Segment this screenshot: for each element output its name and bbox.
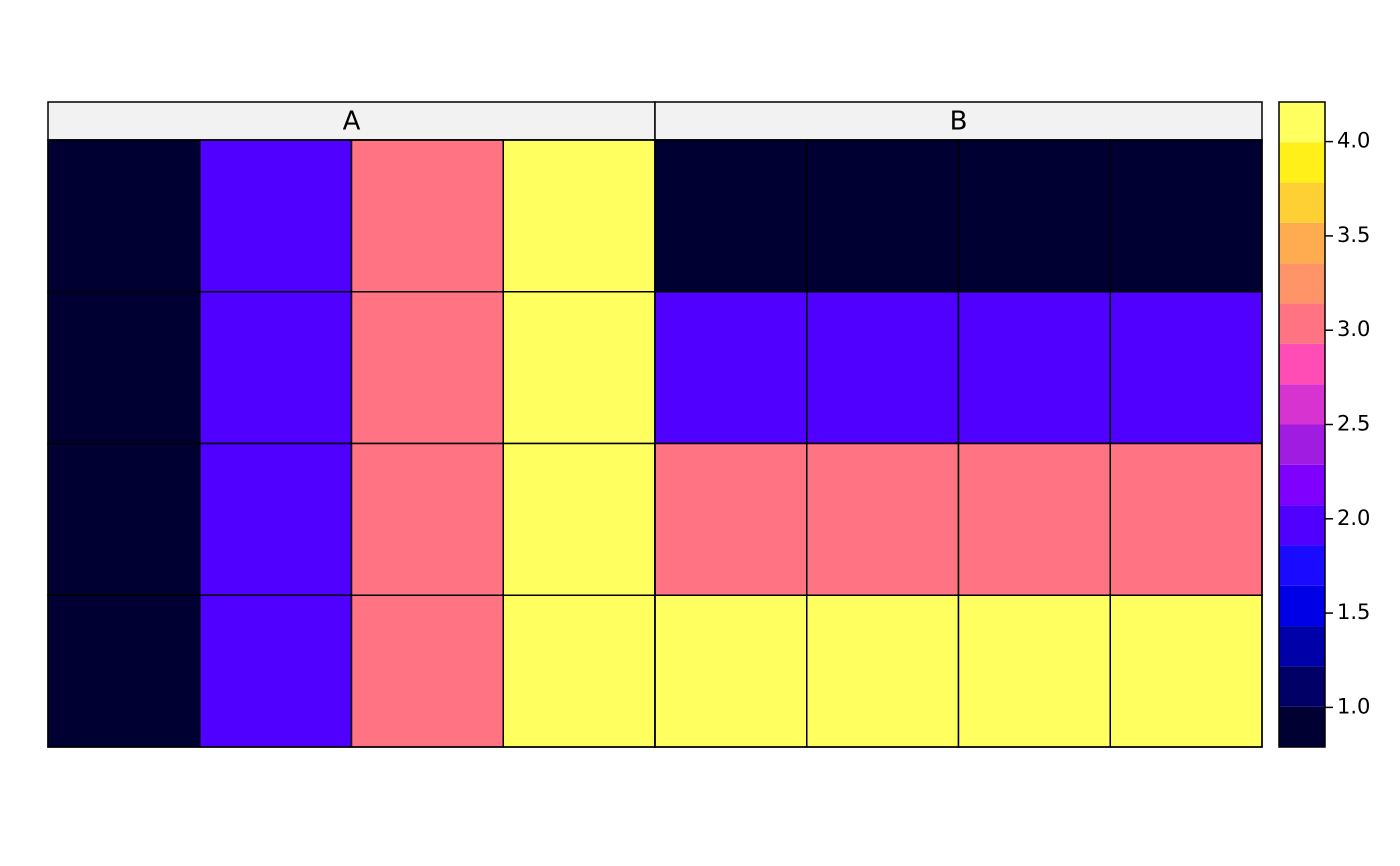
colorbar-swatch — [1279, 505, 1325, 546]
cell — [502, 291, 656, 445]
cell — [654, 139, 808, 293]
colorbar-swatch — [1279, 706, 1325, 747]
colorbar-tick-label: 4.0 — [1337, 129, 1370, 153]
cell — [806, 594, 960, 748]
colorbar-swatch — [1279, 142, 1325, 183]
cell — [1109, 594, 1263, 748]
strip-label: B — [950, 107, 968, 137]
colorbar-swatch — [1279, 303, 1325, 344]
colorbar-swatch — [1279, 182, 1325, 223]
colorbar-tick-label: 1.0 — [1337, 694, 1370, 718]
cell — [1109, 291, 1263, 445]
colorbar-swatch — [1279, 222, 1325, 264]
cell — [199, 442, 353, 596]
strip — [654, 101, 1263, 141]
cell — [47, 442, 201, 596]
cell — [957, 139, 1111, 293]
colorbar-swatch — [1279, 343, 1325, 385]
cell — [654, 442, 808, 596]
colorbar-tick-label: 2.5 — [1337, 412, 1370, 436]
cell — [350, 291, 504, 445]
cell — [806, 291, 960, 445]
cell — [350, 139, 504, 293]
cell — [502, 442, 656, 596]
colorbar-swatch — [1279, 666, 1325, 707]
cell — [199, 291, 353, 445]
strip-label: A — [343, 107, 361, 137]
colorbar-swatch — [1279, 102, 1325, 143]
cell — [654, 291, 808, 445]
cell — [47, 139, 201, 293]
colorbar-swatch — [1279, 424, 1325, 465]
cell — [957, 291, 1111, 445]
cell — [654, 594, 808, 748]
colorbar-tick-label: 2.0 — [1337, 506, 1370, 530]
cell — [199, 594, 353, 748]
strip — [47, 101, 656, 141]
cell — [1109, 442, 1263, 596]
colorbar-swatch — [1279, 384, 1325, 425]
panel-border — [654, 139, 1263, 748]
cell — [806, 139, 960, 293]
cell — [47, 594, 201, 748]
cell — [47, 291, 201, 445]
colorbar-tick-label: 1.5 — [1337, 600, 1370, 624]
cell — [199, 139, 353, 293]
cell — [502, 594, 656, 748]
cell — [957, 594, 1111, 748]
cell — [502, 139, 656, 293]
cell — [957, 442, 1111, 596]
cell — [350, 594, 504, 748]
colorbar-tick-label: 3.5 — [1337, 223, 1370, 247]
colorbar-swatch — [1279, 545, 1325, 586]
cell — [806, 442, 960, 596]
colorbar-swatch — [1279, 263, 1325, 304]
cell — [350, 442, 504, 596]
colorbar-swatch — [1279, 585, 1325, 627]
colorbar-swatch — [1279, 626, 1325, 667]
cell — [1109, 139, 1263, 293]
colorbar-tick-label: 3.0 — [1337, 317, 1370, 341]
colorbar-swatch — [1279, 464, 1325, 506]
